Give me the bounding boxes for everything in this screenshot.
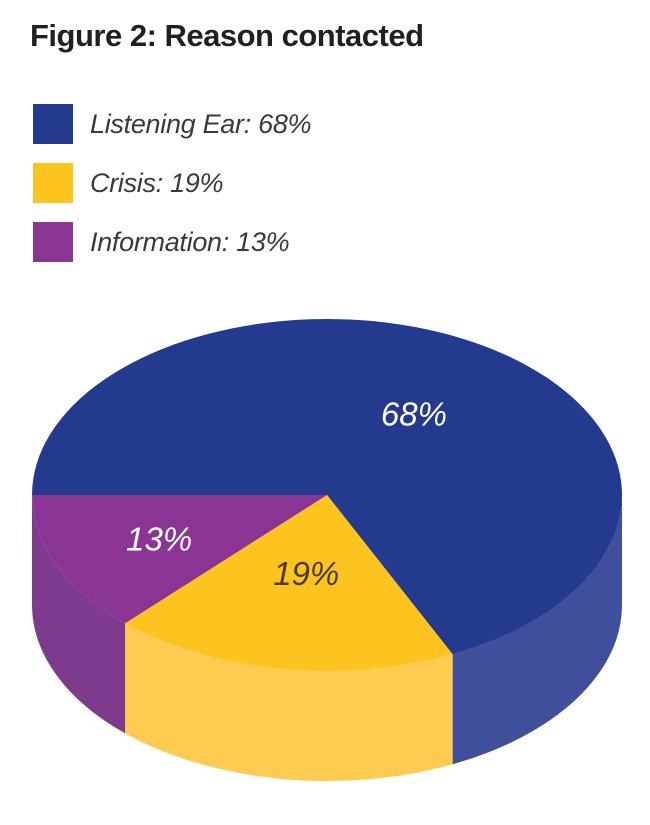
data-label-information: 13% xyxy=(126,520,192,557)
legend-label-crisis: Crisis: 19% xyxy=(90,167,224,198)
data-label-listening-ear: 68% xyxy=(381,395,447,432)
legend: Listening Ear: 68% Crisis: 19% Informati… xyxy=(33,104,312,281)
pie-slice-crisis xyxy=(125,495,453,671)
legend-item-listening-ear: Listening Ear: 68% xyxy=(33,104,312,144)
pie-slice-listening-ear xyxy=(32,319,622,655)
chart-title: Figure 2: Reason contacted xyxy=(30,18,424,53)
legend-swatch-listening-ear xyxy=(33,104,73,144)
pie-slice-information xyxy=(32,495,327,624)
legend-item-information: Information: 13% xyxy=(33,222,311,262)
pie-side-information xyxy=(32,495,126,734)
pie-side-crisis xyxy=(125,623,453,781)
legend-swatch-information xyxy=(33,222,73,262)
pie-side-listening-ear xyxy=(452,495,622,765)
data-label-crisis: 19% xyxy=(273,555,339,592)
legend-swatch-crisis xyxy=(33,163,73,203)
legend-item-crisis: Crisis: 19% xyxy=(33,163,311,203)
legend-label-information: Information: 13% xyxy=(90,226,290,257)
legend-label-listening-ear: Listening Ear: 68% xyxy=(90,108,312,139)
